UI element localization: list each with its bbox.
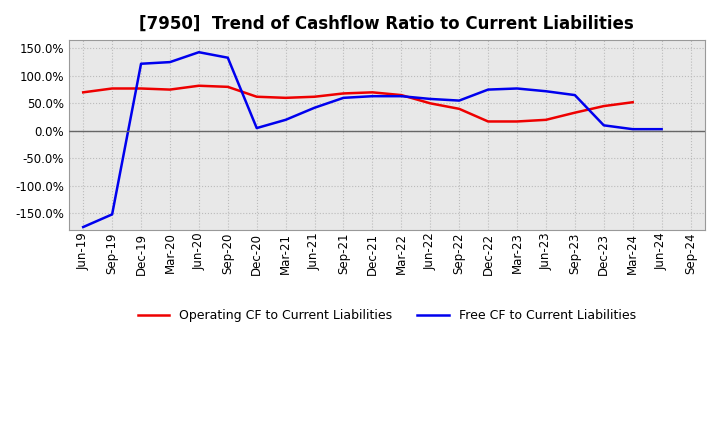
Operating CF to Current Liabilities xyxy=(484,119,492,124)
Free CF to Current Liabilities xyxy=(194,50,203,55)
Operating CF to Current Liabilities xyxy=(282,95,290,100)
Free CF to Current Liabilities xyxy=(166,59,174,65)
Free CF to Current Liabilities xyxy=(339,95,348,100)
Operating CF to Current Liabilities xyxy=(79,90,88,95)
Operating CF to Current Liabilities xyxy=(570,110,579,115)
Free CF to Current Liabilities xyxy=(570,92,579,98)
Operating CF to Current Liabilities xyxy=(223,84,232,89)
Free CF to Current Liabilities xyxy=(600,123,608,128)
Operating CF to Current Liabilities xyxy=(513,119,521,124)
Line: Free CF to Current Liabilities: Free CF to Current Liabilities xyxy=(84,52,662,227)
Operating CF to Current Liabilities xyxy=(339,91,348,96)
Free CF to Current Liabilities xyxy=(368,94,377,99)
Legend: Operating CF to Current Liabilities, Free CF to Current Liabilities: Operating CF to Current Liabilities, Fre… xyxy=(133,304,641,327)
Operating CF to Current Liabilities xyxy=(310,94,319,99)
Operating CF to Current Liabilities xyxy=(137,86,145,91)
Operating CF to Current Liabilities xyxy=(455,106,464,111)
Operating CF to Current Liabilities xyxy=(426,101,435,106)
Free CF to Current Liabilities xyxy=(541,88,550,94)
Free CF to Current Liabilities xyxy=(397,94,405,99)
Line: Operating CF to Current Liabilities: Operating CF to Current Liabilities xyxy=(84,86,633,121)
Operating CF to Current Liabilities xyxy=(368,90,377,95)
Free CF to Current Liabilities xyxy=(455,98,464,103)
Operating CF to Current Liabilities xyxy=(108,86,117,91)
Operating CF to Current Liabilities xyxy=(541,117,550,122)
Free CF to Current Liabilities xyxy=(282,117,290,122)
Operating CF to Current Liabilities xyxy=(629,99,637,105)
Operating CF to Current Liabilities xyxy=(600,103,608,109)
Free CF to Current Liabilities xyxy=(513,86,521,91)
Free CF to Current Liabilities xyxy=(310,105,319,110)
Operating CF to Current Liabilities xyxy=(166,87,174,92)
Free CF to Current Liabilities xyxy=(657,127,666,132)
Free CF to Current Liabilities xyxy=(426,96,435,102)
Free CF to Current Liabilities xyxy=(223,55,232,60)
Operating CF to Current Liabilities xyxy=(253,94,261,99)
Free CF to Current Liabilities xyxy=(108,212,117,217)
Free CF to Current Liabilities xyxy=(484,87,492,92)
Operating CF to Current Liabilities xyxy=(397,92,405,98)
Free CF to Current Liabilities xyxy=(629,127,637,132)
Title: [7950]  Trend of Cashflow Ratio to Current Liabilities: [7950] Trend of Cashflow Ratio to Curren… xyxy=(140,15,634,33)
Operating CF to Current Liabilities xyxy=(194,83,203,88)
Free CF to Current Liabilities xyxy=(253,125,261,131)
Free CF to Current Liabilities xyxy=(137,61,145,66)
Free CF to Current Liabilities xyxy=(79,224,88,230)
